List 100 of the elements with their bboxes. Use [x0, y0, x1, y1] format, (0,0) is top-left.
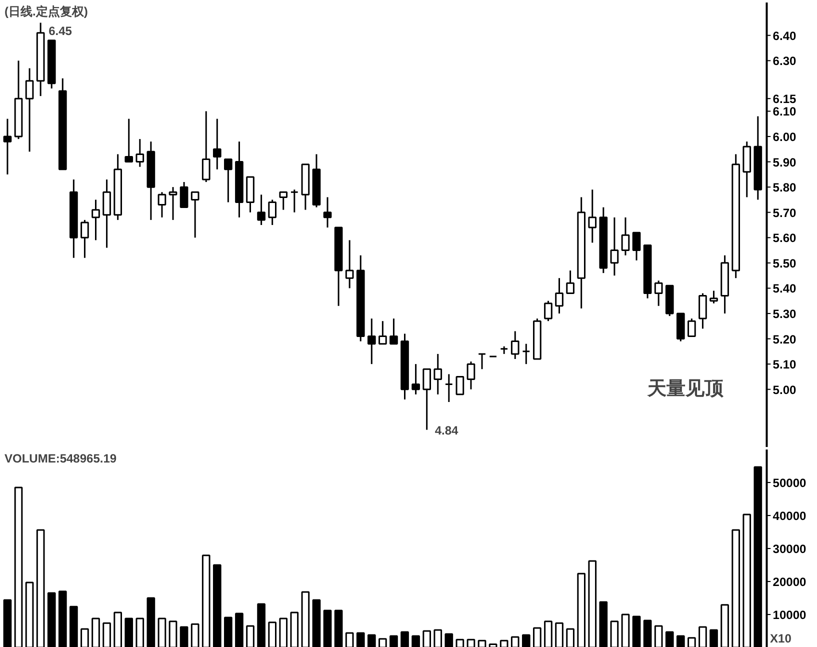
candlestick [180, 181, 188, 208]
candlestick [434, 353, 442, 396]
candlestick [478, 353, 486, 370]
bar [70, 606, 78, 647]
bar [158, 618, 166, 647]
bar [434, 629, 442, 647]
candlestick [588, 188, 597, 244]
chart-title: (日线.定点复权) [4, 4, 88, 18]
candlestick [544, 300, 552, 322]
candlestick [710, 290, 718, 304]
bar [456, 638, 464, 647]
annotation: 6.45 [48, 24, 72, 38]
bar [632, 616, 641, 647]
candlestick [80, 219, 89, 259]
y-tick-label: 20000 [772, 575, 806, 589]
candlestick [412, 363, 420, 396]
candlestick [621, 216, 630, 256]
bar [444, 633, 454, 647]
y-tick-label: 5.60 [772, 231, 796, 246]
bar [676, 635, 685, 647]
bar [180, 626, 188, 647]
bar [510, 636, 520, 647]
bar [599, 601, 608, 647]
bar [114, 612, 122, 647]
candlestick [136, 138, 144, 168]
candlestick [279, 191, 288, 211]
text: X10 [770, 632, 792, 646]
candlestick [378, 320, 387, 345]
bar [345, 632, 354, 647]
candlestick [212, 118, 222, 170]
chart-title: VOLUME:548965.19 [4, 452, 117, 466]
candlestick [3, 118, 12, 176]
bar [500, 640, 508, 647]
y-tick-label: 5.90 [772, 155, 796, 170]
bar [478, 640, 486, 647]
candlestick [390, 318, 398, 345]
y-tick-label: 6.00 [772, 130, 796, 144]
bar [555, 622, 564, 647]
bar [202, 554, 210, 647]
y-tick-label: 5.20 [772, 332, 796, 346]
candlestick [323, 196, 332, 228]
y-tick-label: 30000 [772, 542, 806, 556]
candlestick [158, 191, 166, 218]
candlestick [367, 318, 376, 365]
y-tick-label: 5.50 [772, 256, 796, 270]
bar [643, 620, 652, 647]
bar [235, 612, 244, 647]
bar [190, 623, 200, 647]
bar [80, 628, 89, 647]
candlestick [688, 318, 696, 337]
candlestick [102, 178, 111, 249]
bar [720, 604, 729, 647]
bar [224, 616, 232, 647]
bar [566, 628, 574, 647]
bar [688, 637, 696, 647]
bar [301, 591, 310, 647]
candlestick [566, 270, 574, 294]
candlestick [654, 280, 663, 307]
bar [577, 572, 586, 647]
candlestick [466, 360, 476, 390]
candlestick [632, 232, 641, 262]
bar [544, 620, 552, 647]
candlestick [698, 292, 707, 330]
bar [279, 618, 288, 647]
annotation: 天量见顶 [646, 378, 724, 400]
candlestick [444, 373, 454, 403]
bar [246, 625, 254, 647]
y-tick-label: 5.10 [772, 358, 796, 372]
y-tick-label: 5.40 [772, 282, 796, 296]
bar [47, 592, 56, 647]
candlestick [422, 368, 431, 431]
y-tick-label: 6.30 [772, 54, 796, 68]
bar [334, 610, 343, 647]
bar [323, 610, 332, 647]
bar [588, 560, 597, 647]
y-tick-label: 6.40 [772, 28, 796, 43]
y-tick-label: 10000 [772, 608, 806, 622]
bar [290, 612, 299, 647]
bar [168, 620, 178, 647]
bar [732, 529, 740, 647]
bar [466, 638, 476, 647]
bar [378, 638, 387, 647]
candlestick [345, 239, 354, 289]
bar [36, 529, 45, 647]
candlestick [124, 118, 134, 163]
bar [412, 635, 420, 647]
bar [522, 634, 530, 647]
y-tick-label: 6.15 [772, 92, 796, 106]
y-tick-label: 5.00 [772, 382, 796, 397]
bar [92, 618, 100, 647]
candlestick [202, 110, 210, 183]
candlestick [522, 343, 530, 365]
bar [742, 514, 752, 647]
candlestick [268, 198, 276, 226]
bar [390, 635, 398, 647]
bar [621, 614, 630, 647]
candlestick [290, 188, 299, 214]
bar [698, 626, 707, 647]
candlestick [190, 191, 200, 238]
y-tick-label: 6.10 [772, 104, 796, 119]
